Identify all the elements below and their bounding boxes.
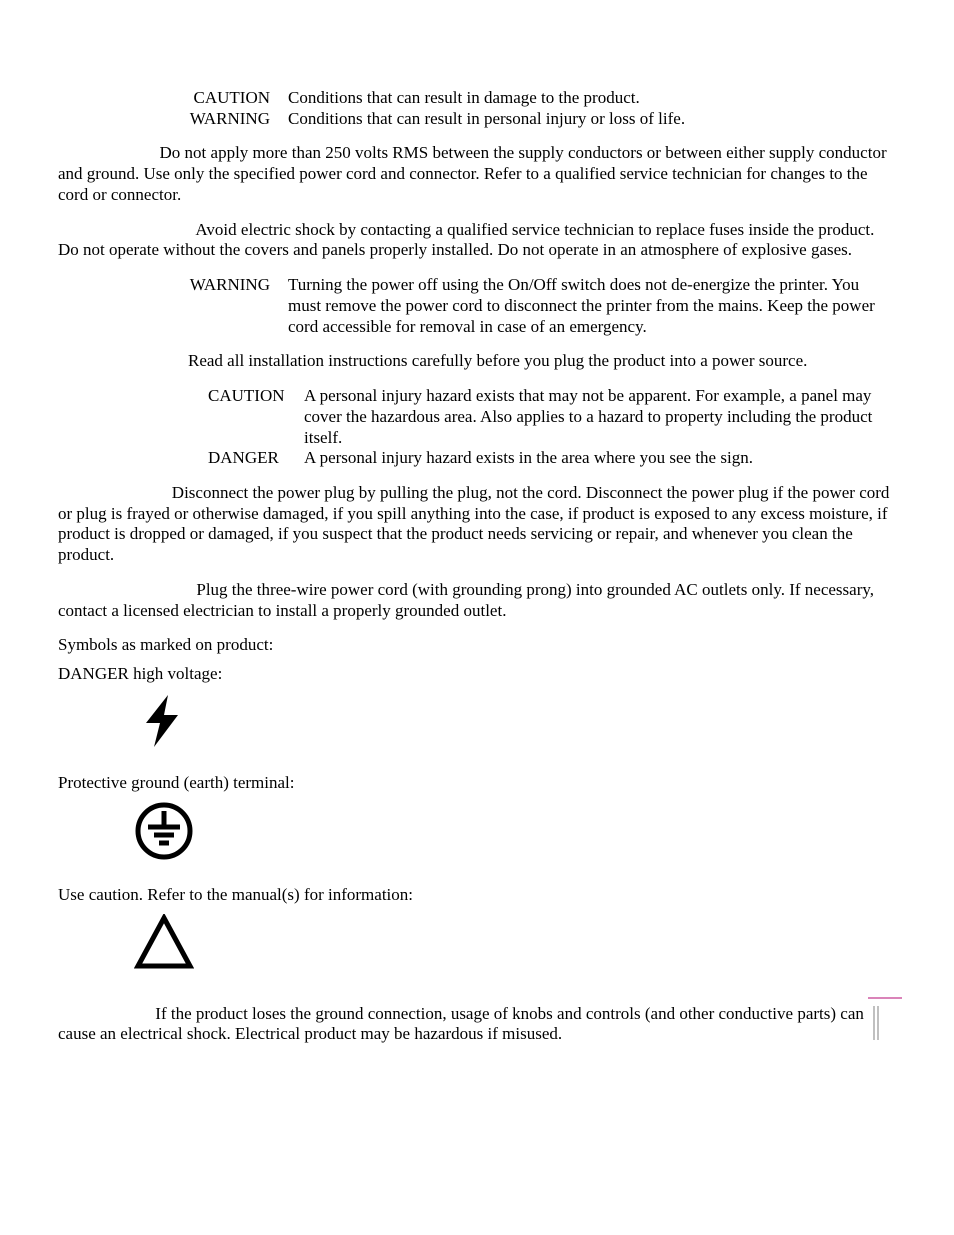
symbol-label-ground: Protective ground (earth) terminal: bbox=[58, 773, 896, 794]
symbol-label-caution: Use caution. Refer to the manual(s) for … bbox=[58, 885, 896, 906]
hidden-label: WARNINGXXX bbox=[58, 220, 175, 239]
symbols-intro: Symbols as marked on product: bbox=[58, 635, 896, 656]
def-row: WARNING Turning the power off using the … bbox=[188, 275, 896, 337]
symbol-label-high-voltage: DANGER high voltage: bbox=[58, 664, 896, 685]
para-text: Disconnect the power plug by pulling the… bbox=[58, 483, 889, 564]
hidden-label: WARNING bbox=[58, 143, 138, 162]
hidden-label: WARNING bbox=[58, 1004, 138, 1023]
definition-block-1: CAUTION Conditions that can result in da… bbox=[188, 88, 896, 129]
hidden-label: WARNINGX bbox=[58, 483, 151, 502]
def-term: CAUTION bbox=[208, 386, 304, 448]
mid-instruction: Read all installation instructions caref… bbox=[188, 351, 896, 372]
warning-para-5: WARNING If the product loses the ground … bbox=[58, 1004, 896, 1045]
high-voltage-icon bbox=[134, 693, 896, 755]
warning-para-1: WARNING Do not apply more than 250 volts… bbox=[58, 143, 896, 205]
def-term: DANGER bbox=[208, 448, 304, 469]
def-row: WARNING Conditions that can result in pe… bbox=[188, 109, 896, 130]
warning-para-3: WARNINGX Disconnect the power plug by pu… bbox=[58, 483, 896, 566]
def-row: CAUTION A personal injury hazard exists … bbox=[208, 386, 896, 448]
hidden-label: WARNINGXXX bbox=[58, 580, 175, 599]
def-term: WARNING bbox=[188, 275, 288, 337]
def-term: WARNING bbox=[188, 109, 288, 130]
def-text: Conditions that can result in damage to … bbox=[288, 88, 896, 109]
def-text: Conditions that can result in personal i… bbox=[288, 109, 896, 130]
def-text: A personal injury hazard exists that may… bbox=[304, 386, 896, 448]
definition-block-2: WARNING Turning the power off using the … bbox=[188, 275, 896, 337]
definition-block-3: CAUTION A personal injury hazard exists … bbox=[208, 386, 896, 469]
warning-para-4: WARNINGXXX Plug the three-wire power cor… bbox=[58, 580, 896, 621]
para-text: If the product loses the ground connecti… bbox=[58, 1004, 864, 1044]
def-text: Turning the power off using the On/Off s… bbox=[288, 275, 896, 337]
crop-mark-icon bbox=[868, 996, 912, 1040]
def-text: A personal injury hazard exists in the a… bbox=[304, 448, 896, 469]
def-row: CAUTION Conditions that can result in da… bbox=[188, 88, 896, 109]
caution-triangle-icon bbox=[134, 914, 896, 976]
warning-para-2: WARNINGXXX Avoid electric shock by conta… bbox=[58, 220, 896, 261]
para-text: Do not apply more than 250 volts RMS bet… bbox=[58, 143, 887, 203]
def-term: CAUTION bbox=[188, 88, 288, 109]
ground-icon bbox=[134, 801, 896, 867]
def-row: DANGER A personal injury hazard exists i… bbox=[208, 448, 896, 469]
